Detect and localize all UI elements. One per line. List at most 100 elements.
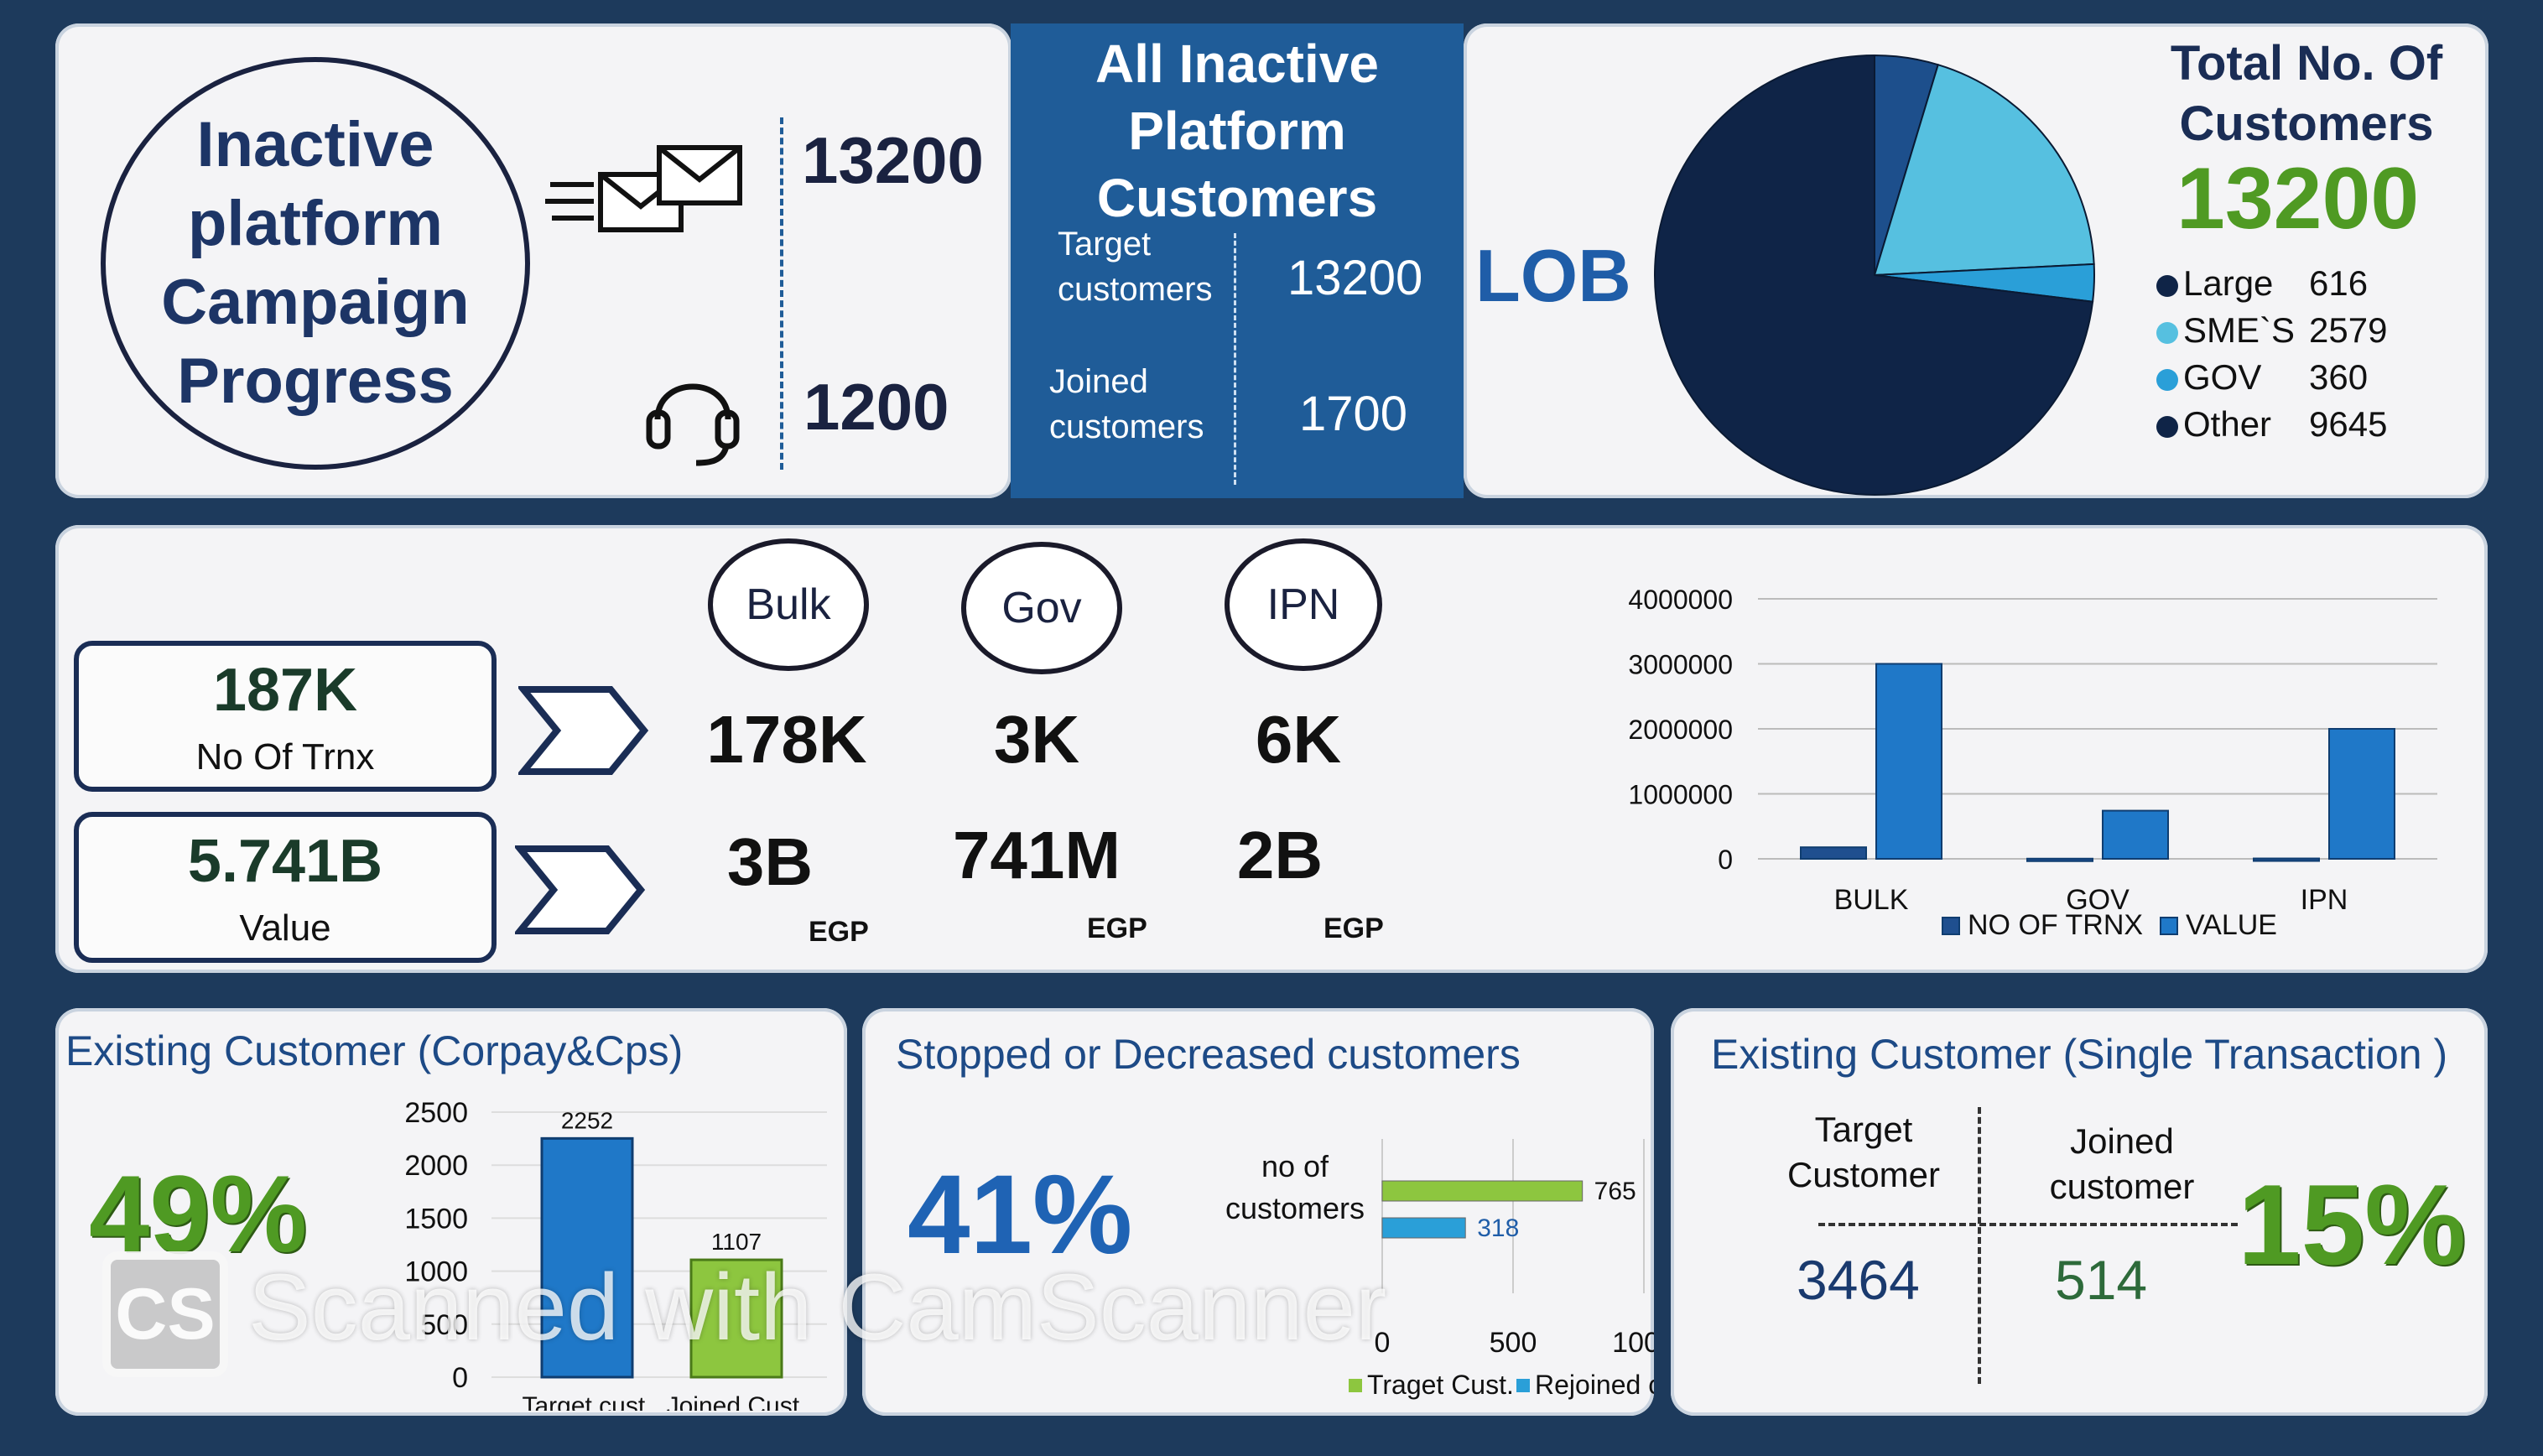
- campaign-title-line: Campaign: [161, 267, 470, 338]
- call-count: 1200: [803, 370, 949, 444]
- x-tick-label: Target cust.: [522, 1392, 652, 1411]
- data-label: 2252: [561, 1107, 613, 1133]
- inactive-platform-panel: All Inactive Platform Customers Target c…: [1011, 23, 1464, 498]
- segment-ipn-currency: EGP: [1324, 913, 1384, 944]
- legend-name: GOV: [2183, 357, 2262, 397]
- y-tick-label: 3000000: [1628, 650, 1733, 680]
- bar-bulk-no-of-trnx: [1800, 846, 1867, 860]
- y-tick-label: 2500: [404, 1097, 468, 1129]
- label-line: customers: [1225, 1191, 1365, 1225]
- segment-bar-chart: 4000000 3000000 2000000 1000000 0 BULK GOV IPN N…: [1628, 585, 2437, 941]
- y-tick-label: 2000000: [1628, 715, 1733, 745]
- legend-value: 616: [2309, 263, 2369, 303]
- single-joined-label: Joined customer: [2030, 1119, 2214, 1209]
- data-label: 765: [1594, 1178, 1636, 1205]
- label-line: customers: [1058, 271, 1213, 308]
- chevron-right-icon: [515, 845, 646, 934]
- lob-pie-chart: [1654, 54, 2095, 496]
- bar-bulk-value: [1875, 663, 1942, 860]
- segment-bulk-trnx: 178K: [706, 702, 867, 777]
- email-icon: [545, 145, 742, 232]
- trnx-total-value: 187K: [212, 657, 358, 724]
- camscanner-watermark: Scanned with CamScanner: [248, 1255, 1387, 1360]
- single-target-value: 3464: [1797, 1249, 1920, 1311]
- existing-corpay-bar-chart: 2500 2000 1500 1000 500 0 2252 Target cust. 1107…: [404, 1097, 827, 1411]
- stopped-percent: 41%: [907, 1152, 1133, 1277]
- legend-name: SME`S: [2183, 310, 2296, 350]
- legend-name: Other: [2183, 404, 2272, 444]
- segment-gov-trnx: 3K: [993, 702, 1080, 777]
- legend-item: GOV 360: [2156, 354, 2387, 401]
- label-line: customer: [2049, 1167, 2195, 1206]
- value-total-value: 5.741B: [187, 828, 383, 895]
- title-line: Customers: [1096, 168, 1378, 228]
- legend-swatch: [1349, 1379, 1362, 1392]
- bar-ipn-value: [2328, 728, 2395, 860]
- y-tick-label: 4000000: [1628, 585, 1733, 615]
- title-line: All Inactive: [1095, 34, 1379, 94]
- legend-swatch: [2156, 274, 2178, 297]
- title-line: Platform: [1128, 101, 1346, 161]
- existing-corpay-title: Existing Customer (Corpay&Cps): [65, 1027, 684, 1074]
- bar-rejoined-cust: [1381, 1217, 1466, 1239]
- inactive-platform-title: All Inactive Platform Customers: [1011, 30, 1464, 231]
- y-tick-label: 0: [452, 1362, 468, 1394]
- single-trx-title: Existing Customer (Single Transaction ): [1711, 1031, 2448, 1078]
- divider: [1818, 1223, 2238, 1226]
- legend-name: Large: [2183, 263, 2274, 303]
- legend-label: Traget Cust.: [1367, 1370, 1514, 1400]
- title-line: Customers: [2179, 96, 2434, 151]
- title-line: Total No. Of: [2170, 36, 2443, 91]
- stopped-title: Stopped or Decreased customers: [896, 1031, 1521, 1078]
- y-tick-label: 1000000: [1628, 780, 1733, 810]
- campaign-title-line: platform: [187, 188, 443, 259]
- total-customers-value: 13200: [2176, 150, 2420, 247]
- segment-ipn-badge: IPN: [1225, 538, 1382, 671]
- segment-gov-badge: Gov: [961, 542, 1122, 674]
- single-joined-value: 514: [2055, 1249, 2148, 1311]
- campaign-panel: Inactive platform Campaign Progress 1320…: [55, 23, 1011, 498]
- segment-bulk-currency: EGP: [809, 916, 869, 948]
- y-tick-label: 1500: [404, 1203, 468, 1235]
- x-tick-label: GOV: [2066, 884, 2130, 916]
- legend-value: 360: [2309, 357, 2369, 397]
- single-trx-panel: Existing Customer (Single Transaction ) …: [1671, 1008, 2488, 1416]
- pie-slice-smes: [1873, 63, 2095, 277]
- x-tick-label: 500: [1490, 1327, 1537, 1359]
- transactions-panel: 187K No Of Trnx 5.741B Value Bulk Gov IP…: [55, 525, 2488, 973]
- target-customers-label: Target customers: [1058, 221, 1213, 312]
- x-tick-label: 1000: [1612, 1327, 1654, 1359]
- bar-joined: [689, 1258, 783, 1379]
- bar-traget-cust-: [1381, 1180, 1584, 1202]
- lob-legend: Large 616 SME`S 2579 GOV 360 Other 9645: [2156, 260, 2387, 448]
- x-tick-label: 0: [1375, 1327, 1391, 1359]
- chevron-right-icon: [518, 686, 649, 775]
- label-line: Target: [1058, 226, 1152, 263]
- label-line: Joined: [1049, 363, 1148, 400]
- total-customers-title: Total No. Of Customers: [2126, 34, 2487, 154]
- legend-swatch: [2156, 415, 2178, 438]
- legend-swatch: [2160, 917, 2178, 935]
- bar-gov-no-of-trnx: [2026, 857, 2093, 862]
- legend-label: Rejoined cust: [1535, 1370, 1654, 1400]
- label-line: Target: [1814, 1110, 1913, 1149]
- segment-ipn-trnx: 6K: [1255, 702, 1342, 777]
- stopped-axis-label: no of customers: [1211, 1146, 1379, 1230]
- campaign-title-line: Inactive: [196, 109, 434, 180]
- data-label: 1107: [711, 1229, 762, 1255]
- x-tick-label: IPN: [2301, 884, 2348, 916]
- legend-swatch: [2156, 368, 2178, 391]
- segment-gov-value: 741M: [952, 818, 1121, 892]
- segment-gov-currency: EGP: [1087, 913, 1147, 944]
- legend-swatch: [1516, 1379, 1530, 1392]
- camscanner-logo: CS: [102, 1251, 228, 1377]
- legend-item: SME`S 2579: [2156, 307, 2387, 354]
- existing-corpay-panel: Existing Customer (Corpay&Cps) 49% 2500 2…: [55, 1008, 847, 1416]
- divider: [1234, 233, 1236, 485]
- divider: [1978, 1107, 1981, 1384]
- trnx-kpi-box: 187K No Of Trnx: [74, 641, 497, 792]
- segment-bulk-value: 3B: [726, 824, 814, 899]
- x-tick-label: Joined Cust.: [667, 1392, 807, 1411]
- value-kpi-box: 5.741B Value: [74, 812, 497, 963]
- joined-customers-label: Joined customers: [1049, 359, 1204, 450]
